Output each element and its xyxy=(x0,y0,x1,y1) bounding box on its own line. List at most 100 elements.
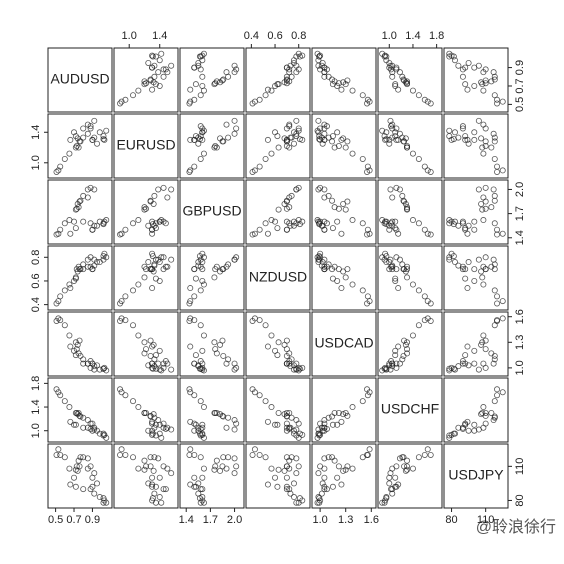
point xyxy=(491,352,498,359)
point xyxy=(389,465,396,472)
point xyxy=(100,136,107,143)
point xyxy=(66,465,73,472)
point xyxy=(491,266,498,273)
point xyxy=(156,57,163,64)
point xyxy=(94,222,101,229)
point xyxy=(427,451,434,458)
point xyxy=(118,230,125,237)
point xyxy=(275,466,282,473)
point xyxy=(91,490,98,497)
point xyxy=(329,413,336,420)
point xyxy=(149,431,156,438)
point xyxy=(331,204,338,211)
point xyxy=(73,463,80,470)
point xyxy=(323,123,330,130)
point xyxy=(283,76,290,83)
point xyxy=(191,420,198,427)
y-tick-label: 0.8 xyxy=(30,250,42,265)
point xyxy=(213,144,220,151)
point xyxy=(499,298,506,305)
point xyxy=(233,420,240,427)
point xyxy=(471,427,478,434)
point xyxy=(329,454,336,461)
point xyxy=(75,144,82,151)
point xyxy=(223,424,230,431)
point xyxy=(392,133,399,140)
point xyxy=(392,218,399,225)
point xyxy=(479,274,486,281)
point xyxy=(149,343,156,350)
point xyxy=(220,138,227,145)
point xyxy=(213,350,220,357)
point xyxy=(392,129,399,136)
point xyxy=(191,474,198,481)
panel xyxy=(47,443,113,509)
point xyxy=(135,281,142,288)
point xyxy=(379,127,386,134)
point xyxy=(101,364,108,371)
point xyxy=(475,117,482,124)
point xyxy=(475,366,482,373)
point xyxy=(149,253,156,260)
point xyxy=(283,226,290,233)
point xyxy=(383,253,390,260)
y-tick-label: 110 xyxy=(514,458,526,476)
point xyxy=(274,421,281,428)
point xyxy=(57,451,64,458)
point xyxy=(231,360,238,367)
point xyxy=(200,465,207,472)
point xyxy=(187,389,194,396)
point xyxy=(67,230,74,237)
point xyxy=(342,206,349,213)
panel xyxy=(443,377,509,443)
point xyxy=(293,133,300,140)
point xyxy=(465,259,472,266)
point xyxy=(199,73,206,80)
x-tick-label: 1.4 xyxy=(405,30,420,42)
point xyxy=(72,483,79,490)
point xyxy=(395,230,402,237)
point xyxy=(404,274,411,281)
point xyxy=(427,231,434,238)
point xyxy=(55,389,62,396)
point xyxy=(160,420,167,427)
point xyxy=(317,420,324,427)
point xyxy=(283,474,290,481)
point xyxy=(141,350,148,357)
point xyxy=(135,465,142,472)
point xyxy=(55,167,62,174)
point xyxy=(156,366,163,373)
point xyxy=(142,205,149,212)
point xyxy=(459,218,466,225)
point xyxy=(471,218,478,225)
point xyxy=(149,53,156,60)
point xyxy=(55,446,62,453)
point xyxy=(223,360,230,367)
panel xyxy=(113,443,179,509)
point xyxy=(122,293,129,300)
point xyxy=(141,81,148,88)
point xyxy=(404,463,411,470)
point xyxy=(156,82,163,89)
point xyxy=(191,392,198,399)
point xyxy=(455,262,462,269)
point xyxy=(231,117,238,124)
point xyxy=(156,218,163,225)
point xyxy=(400,352,407,359)
point xyxy=(231,366,238,373)
point xyxy=(122,317,129,324)
point xyxy=(491,134,498,141)
point xyxy=(149,483,156,490)
point xyxy=(142,463,149,470)
point xyxy=(329,133,336,140)
point xyxy=(200,404,207,411)
point xyxy=(231,426,238,433)
point xyxy=(145,59,152,66)
point xyxy=(494,163,501,170)
point xyxy=(321,266,328,273)
point xyxy=(158,50,165,57)
point xyxy=(141,274,148,281)
variable-name: EURUSD xyxy=(116,137,175,153)
point xyxy=(225,356,232,363)
point xyxy=(338,230,345,237)
